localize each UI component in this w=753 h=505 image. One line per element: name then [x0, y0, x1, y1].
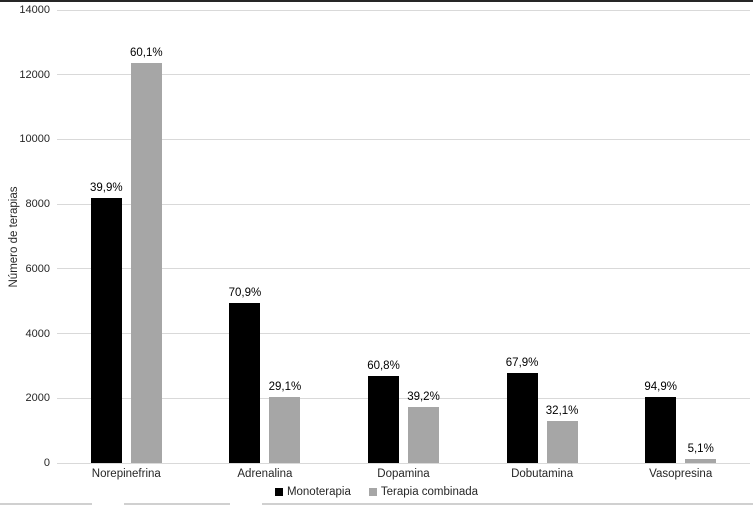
- y-tick-label: 4000: [25, 327, 50, 340]
- y-tick-label: 0: [43, 457, 50, 469]
- x-category-label: Vasopresina: [649, 468, 713, 480]
- bar-terapia-combinada-vasopresina: [685, 459, 717, 463]
- gridline: [57, 268, 750, 270]
- legend: Monoterapia Terapia combinada: [0, 484, 753, 500]
- bar-value-label: 94,9%: [644, 381, 677, 394]
- x-category-label: Adrenalina: [237, 468, 293, 480]
- figure-bottom-border-segment: [124, 503, 230, 505]
- legend-swatch-terapia-combinada: [368, 488, 377, 496]
- legend-label-terapia-combinada: Terapia combinada: [380, 486, 479, 498]
- y-tick-label: 6000: [25, 262, 50, 275]
- figure-bottom-border-segment: [262, 503, 753, 505]
- y-tick-label: 12000: [19, 68, 50, 81]
- gridline: [57, 138, 750, 140]
- legend-item-monoterapia: Monoterapia: [274, 485, 351, 499]
- y-tick-label: 14000: [19, 4, 50, 16]
- gridline: [57, 9, 750, 11]
- bar-value-label: 70,9%: [228, 286, 262, 299]
- bar-value-label: 29,1%: [268, 380, 302, 393]
- gridline: [57, 333, 750, 335]
- gridline: [57, 462, 750, 464]
- bar-value-label: 60,8%: [367, 360, 400, 373]
- figure-bottom-border-segment: [0, 503, 92, 505]
- x-category-label: Norepinefrina: [91, 468, 161, 480]
- legend-swatch-monoterapia: [274, 488, 283, 496]
- bar-value-label: 32,1%: [545, 404, 579, 417]
- bar-value-label: 39,9%: [89, 181, 123, 194]
- y-tick-label: 10000: [19, 133, 50, 146]
- legend-label-monoterapia: Monoterapia: [286, 486, 351, 498]
- y-tick-label: 2000: [25, 392, 50, 405]
- bar-terapia-combinada-adrenalina: [269, 396, 301, 463]
- bar-monoterapia-dobutamina: [506, 373, 538, 463]
- gridline: [57, 397, 750, 399]
- bar-value-label: 5,1%: [687, 443, 714, 456]
- gridline: [57, 203, 750, 205]
- bar-terapia-combinada-norepinefrina: [130, 63, 162, 463]
- y-tick-label: 8000: [25, 198, 50, 211]
- x-category-label: Dopamina: [377, 468, 430, 480]
- bar-terapia-combinada-dobutamina: [546, 420, 578, 463]
- bar-value-label: 60,1%: [129, 47, 163, 60]
- bar-monoterapia-dopamina: [368, 376, 399, 463]
- bar-monoterapia-adrenalina: [229, 302, 261, 463]
- legend-item-terapia-combinada: Terapia combinada: [368, 485, 479, 499]
- bar-monoterapia-vasopresina: [645, 397, 677, 463]
- bar-value-label: 67,9%: [505, 357, 539, 370]
- y-axis-title: Número de terapias: [8, 186, 20, 288]
- bar-terapia-combinada-dopamina: [408, 407, 439, 463]
- gridline: [57, 74, 750, 76]
- bar-monoterapia-norepinefrina: [90, 197, 122, 463]
- bar-value-label: 39,2%: [407, 391, 440, 404]
- figure-top-border: [0, 0, 753, 2]
- x-category-label: Dobutamina: [511, 468, 574, 480]
